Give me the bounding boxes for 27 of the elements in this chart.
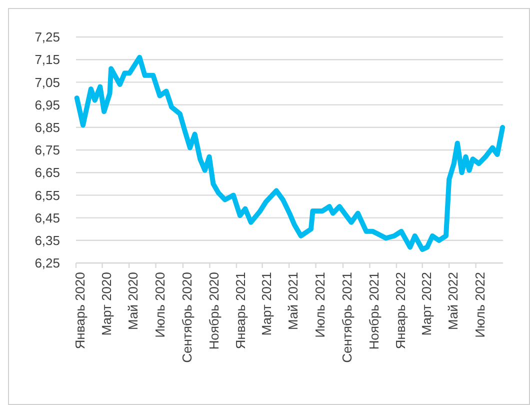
y-tick-label: 7,05 bbox=[34, 74, 60, 90]
y-tick-label: 6,85 bbox=[34, 120, 60, 135]
y-tick-label: 6,55 bbox=[34, 188, 60, 203]
x-tick-label: Ноябрь 2020 bbox=[206, 272, 222, 350]
x-tick-label: Март 2022 bbox=[418, 272, 434, 336]
x-tick-label: Январь 2020 bbox=[72, 272, 88, 350]
x-tick-label: Сентябрь 2021 bbox=[340, 272, 355, 363]
x-tick-label: Июль 2022 bbox=[472, 272, 488, 338]
x-tick-label: Сентябрь 2020 bbox=[180, 272, 195, 363]
x-tick-label: Май 2020 bbox=[126, 272, 141, 330]
x-tick-label: Май 2022 bbox=[446, 272, 461, 330]
y-tick-label: 6,75 bbox=[34, 142, 60, 158]
x-tick-label: Январь 2022 bbox=[393, 272, 408, 350]
y-tick-label: 7,25 bbox=[34, 30, 60, 45]
x-tick-label: Март 2021 bbox=[258, 272, 274, 336]
x-tick-label: Январь 2021 bbox=[233, 272, 248, 350]
y-tick-label: 6,65 bbox=[34, 165, 60, 180]
x-tick-label: Июль 2021 bbox=[312, 272, 328, 338]
x-tick-label: Ноябрь 2021 bbox=[366, 272, 382, 350]
y-tick-label: 6,95 bbox=[34, 97, 60, 112]
y-tick-label: 6,25 bbox=[34, 256, 60, 271]
y-tick-label: 6,45 bbox=[34, 210, 60, 226]
y-tick-label: 7,15 bbox=[34, 52, 60, 68]
x-tick-label: Июль 2020 bbox=[152, 272, 168, 338]
y-tick-label: 6,35 bbox=[34, 232, 60, 248]
x-tick-label: Март 2020 bbox=[98, 272, 114, 336]
x-tick-label: Май 2021 bbox=[286, 272, 301, 330]
